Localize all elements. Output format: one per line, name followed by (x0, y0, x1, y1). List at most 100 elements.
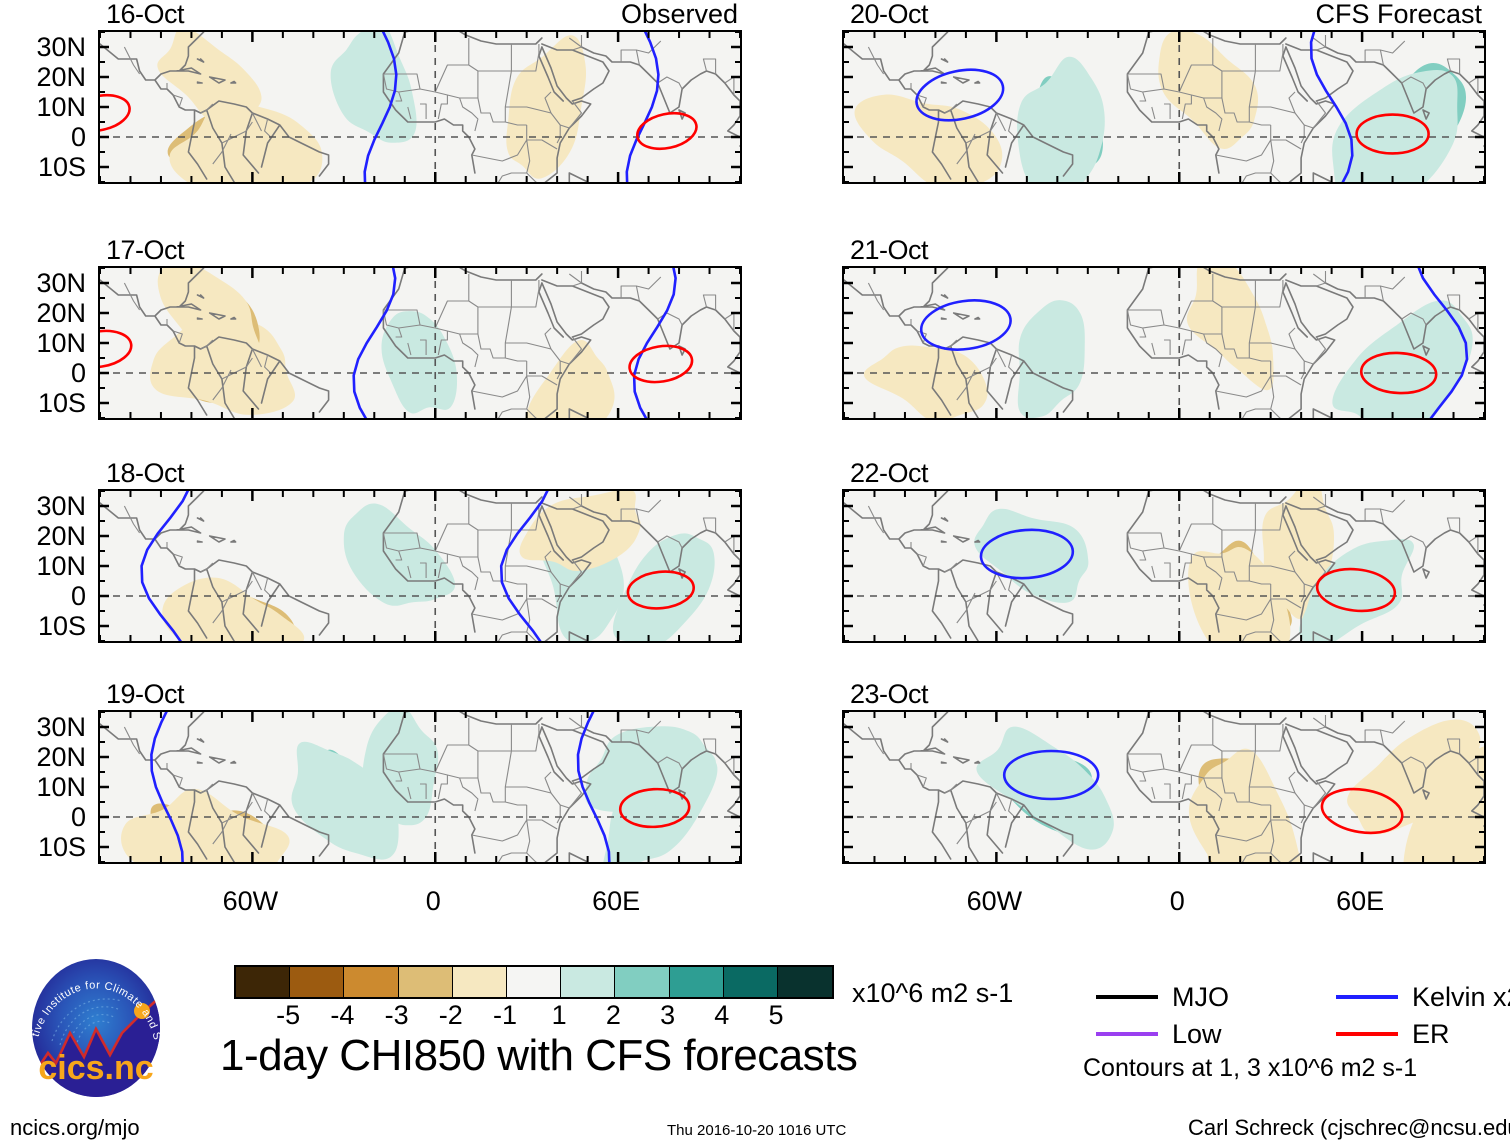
colorbar-swatch (398, 967, 453, 997)
colorbar-swatch (452, 967, 507, 997)
y-tick-label: 30N (36, 491, 86, 521)
axis-ticks (100, 491, 740, 641)
colorbar-swatch (777, 967, 833, 997)
x-tick-label: 0 (425, 886, 441, 916)
legend-label: ER (1412, 1019, 1450, 1049)
x-tick-label: 60W (966, 886, 1023, 916)
axis-ticks (844, 491, 1484, 641)
colorbar-swatch (669, 967, 724, 997)
legend-line-er (1336, 1032, 1398, 1036)
map-panel-17-oct (98, 266, 742, 420)
wave-contours (1002, 749, 1404, 835)
country-borders (123, 715, 735, 862)
y-tick-label: 0 (70, 122, 86, 152)
legend-line-low (1096, 1032, 1158, 1036)
y-tick-label: 20N (36, 521, 86, 551)
x-tick-label: 60E (1336, 886, 1385, 916)
y-tick-label: 20N (36, 62, 86, 92)
country-borders (123, 35, 735, 182)
map-panel-16-oct (98, 30, 742, 184)
y-tick-label: 10N (36, 551, 86, 581)
y-tick-label: 0 (70, 581, 86, 611)
anomaly-shading (121, 712, 718, 862)
country-borders (867, 271, 1479, 418)
panel-date-label: 22-Oct (850, 458, 929, 488)
colorbar-swatch (561, 967, 616, 997)
y-tick-label: 10N (36, 772, 86, 802)
coastlines (100, 268, 740, 418)
map-canvas (100, 491, 740, 641)
axis-ticks (844, 712, 1484, 862)
colorbar-units-label: x10^6 m2 s-1 (852, 978, 1014, 1008)
panel-date-label: 20-Oct (850, 0, 929, 29)
map-canvas (844, 268, 1484, 418)
axis-ticks (844, 268, 1484, 418)
wave-contours (100, 32, 698, 182)
panel-date-label: 18-Oct (106, 458, 185, 488)
map-panel-23-oct (842, 710, 1486, 864)
wave-contours (979, 528, 1397, 613)
x-tick-label: 0 (1169, 886, 1185, 916)
colorbar-tick-label: -5 (276, 1000, 301, 1030)
axis-ticks (100, 712, 740, 862)
panel-date-label: 16-Oct (106, 0, 185, 29)
colorbar-tick-label: 3 (660, 1000, 676, 1030)
legend-label: MJO (1172, 982, 1229, 1012)
map-panel-22-oct (842, 489, 1486, 643)
footer-timestamp: Thu 2016-10-20 1016 UTC (667, 1122, 847, 1139)
y-tick-label: 10N (36, 92, 86, 122)
colorbar-swatch (506, 967, 562, 997)
colorbar-tick-label: 1 (551, 1000, 567, 1030)
country-borders (867, 715, 1479, 862)
axis-ticks (100, 268, 740, 418)
colorbar-tick-label: -1 (492, 1000, 517, 1030)
wave-contours (140, 491, 695, 641)
colorbar-tick-label: -2 (438, 1000, 463, 1030)
y-tick-label: 10S (37, 152, 86, 182)
coastlines (100, 32, 740, 182)
legend-line-kelvin-x2 (1336, 995, 1398, 999)
legend-line-mjo (1096, 995, 1158, 999)
footer-author: Carl Schreck (cjschrec@ncsu.edu) (1188, 1115, 1510, 1140)
panel-date-label: 23-Oct (850, 679, 929, 709)
y-tick-label: 30N (36, 32, 86, 62)
contour-note: Contours at 1, 3 x10^6 m2 s-1 (1083, 1054, 1418, 1082)
y-tick-label: 0 (70, 358, 86, 388)
map-canvas (100, 32, 740, 182)
y-tick-label: 10S (37, 832, 86, 862)
panel-date-label: 17-Oct (106, 235, 185, 265)
footer-link[interactable]: ncics.org/mjo (10, 1115, 140, 1140)
colorbar-swatch (344, 967, 399, 997)
y-tick-label: 10S (37, 388, 86, 418)
colorbar-swatch (615, 967, 670, 997)
map-canvas (844, 712, 1484, 862)
legend-label: Low (1172, 1019, 1222, 1049)
wave-contours (100, 268, 694, 418)
legend-label: Kelvin x2 (1412, 982, 1510, 1012)
y-tick-label: 20N (36, 742, 86, 772)
cics-nc-logo: Cooperative Institute for Climate and Sa… (18, 948, 170, 1099)
anomaly-shading (157, 32, 587, 182)
axis-ticks (844, 32, 1484, 182)
country-borders (123, 494, 735, 641)
colorbar-tick-label: 4 (714, 1000, 730, 1030)
y-tick-label: 30N (36, 712, 86, 742)
y-tick-label: 30N (36, 268, 86, 298)
country-borders (123, 271, 735, 418)
map-canvas (844, 491, 1484, 641)
colorbar-swatch (723, 967, 778, 997)
y-tick-label: 10S (37, 611, 86, 641)
colorbar-tick-label: 5 (768, 1000, 784, 1030)
colorbar-tick-label: 2 (605, 1000, 621, 1030)
wave-contours (150, 712, 691, 862)
column-header-cfs-forecast: CFS Forecast (1315, 0, 1482, 29)
coastlines (844, 268, 1484, 418)
map-panel-21-oct (842, 266, 1486, 420)
figure-title: 1-day CHI850 with CFS forecasts (220, 1031, 858, 1080)
coastlines (844, 491, 1484, 641)
colorbar-swatch (290, 967, 345, 997)
y-tick-label: 0 (70, 802, 86, 832)
anomaly-shading (863, 268, 1473, 418)
panel-date-label: 19-Oct (106, 679, 185, 709)
anomaly-shading (854, 32, 1467, 182)
